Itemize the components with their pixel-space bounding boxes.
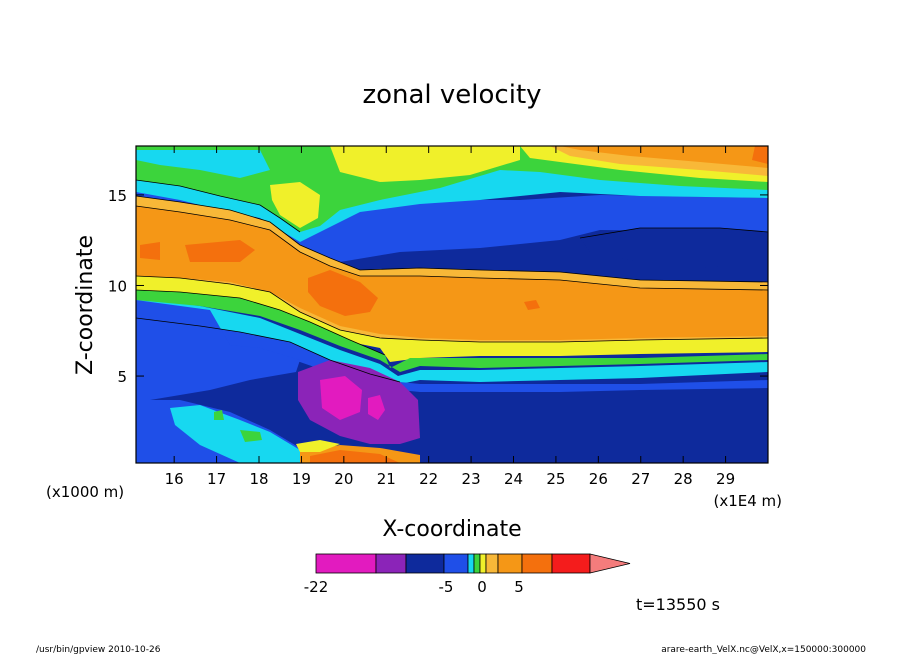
y-tick-label: 5 (117, 368, 127, 386)
x-tick-label: 25 (546, 470, 565, 488)
colorbar-tick-label: -22 (304, 578, 329, 596)
plot-area (136, 146, 768, 463)
x-tick-label: 23 (462, 470, 481, 488)
colorbar-segment (473, 553, 481, 574)
footer-right: arare-earth_VelX.nc@VelX,x=150000:300000 (661, 645, 866, 654)
x-tick-label: 24 (504, 470, 523, 488)
colorbar-segment (405, 553, 445, 574)
x-tick-label: 22 (419, 470, 438, 488)
colorbar-labels: -22 -5 0 5 (304, 578, 524, 596)
colorbar-segment (375, 553, 407, 574)
colorbar-segment (497, 553, 523, 574)
x-tick-label: 19 (292, 470, 311, 488)
colorbar-segment (479, 553, 487, 574)
x-tick-label: 17 (207, 470, 226, 488)
colorbar-extend-arrow (589, 553, 631, 574)
x-tick-label: 29 (716, 470, 735, 488)
y-tick-label: 15 (108, 187, 127, 205)
colorbar-segment (521, 553, 553, 574)
colorbar-segment (551, 553, 591, 574)
x-axis-label: X-coordinate (382, 517, 521, 542)
colorbar-segment (485, 553, 499, 574)
x-tick-label: 28 (674, 470, 693, 488)
chart-title: zonal velocity (362, 80, 541, 110)
colorbar-tick-label: 0 (477, 578, 487, 596)
x-tick-label: 27 (631, 470, 650, 488)
y-axis-label: Z-coordinate (73, 235, 98, 375)
x-tick-label: 20 (334, 470, 353, 488)
x-tick-label: 18 (249, 470, 268, 488)
x-unit-right: (x1E4 m) (713, 492, 782, 510)
x-unit-left: (x1000 m) (46, 483, 124, 501)
colorbar-segment (443, 553, 469, 574)
x-axis-ticks: 16 17 18 19 20 21 22 23 24 25 26 27 28 29 (165, 146, 735, 488)
footer-left: /usr/bin/gpview 2010-10-26 (36, 645, 161, 654)
plot-frame (135, 145, 769, 464)
colorbar-segment (315, 553, 377, 574)
colorbar (315, 553, 631, 574)
colorbar-tick-label: -5 (439, 578, 454, 596)
colorbar-segment (467, 553, 475, 574)
y-axis-ticks: 5 10 15 (108, 187, 768, 386)
x-tick-label: 16 (165, 470, 184, 488)
x-tick-label: 21 (377, 470, 396, 488)
colorbar-tick-label: 5 (514, 578, 524, 596)
time-label: t=13550 s (636, 595, 720, 614)
x-tick-label: 26 (589, 470, 608, 488)
y-tick-label: 10 (108, 277, 127, 295)
